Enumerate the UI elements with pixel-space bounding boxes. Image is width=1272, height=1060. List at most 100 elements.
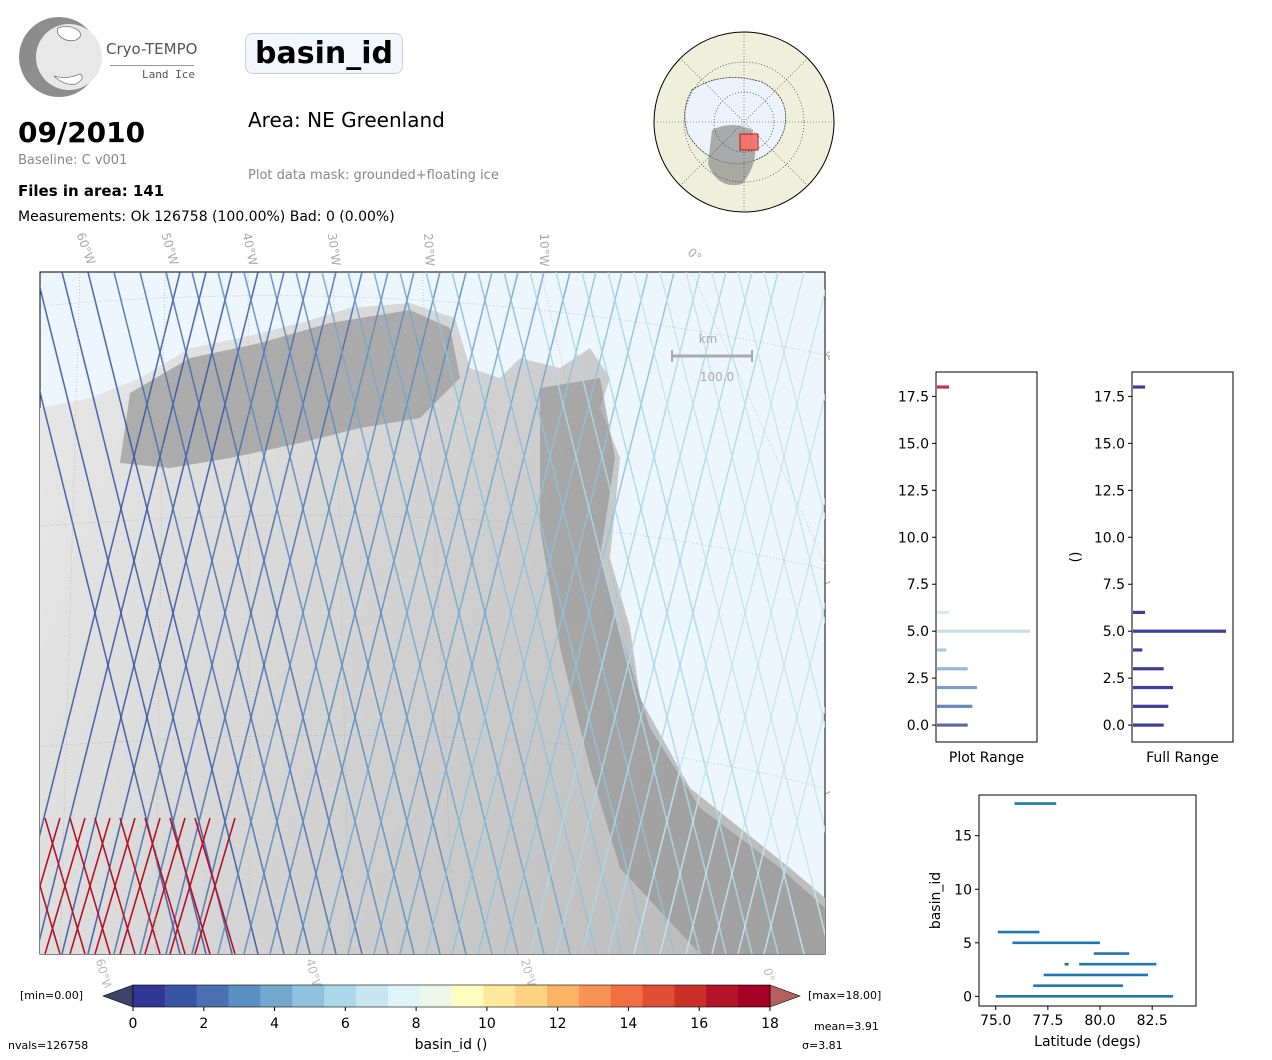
track-line: [555, 272, 727, 954]
y-tick-label: 7.5: [907, 577, 929, 593]
hist-bar: [937, 648, 947, 652]
satellite-tracks: [40, 272, 825, 954]
logo-subtitle: Land Ice: [142, 68, 195, 81]
y-tick-label: 2.5: [907, 671, 929, 687]
colorbar-swatch: [642, 985, 675, 1007]
measurements-label: Measurements: Ok 126758 (100.00%) Bad: 0…: [18, 209, 395, 225]
logo-divider: [110, 65, 194, 66]
y-tick-label: 17.5: [1094, 389, 1125, 405]
hist-bar: [1133, 704, 1169, 708]
hist-bar: [1133, 610, 1146, 615]
track-line: [763, 705, 825, 954]
y-tick-label: 5.0: [1103, 624, 1125, 640]
colorbar-swatch: [196, 985, 230, 1007]
colorbar-swatch: [292, 985, 325, 1007]
hist-bar: [1133, 685, 1173, 690]
colorbar-tick-label: 16: [690, 1016, 708, 1032]
track-line: [40, 272, 207, 942]
track-line: [87, 272, 259, 954]
hist-bar: [1133, 648, 1143, 652]
parallel-line: [40, 295, 825, 356]
colorbar-swatch: [738, 985, 771, 1007]
colorbar-min-label: [min=0.00]: [20, 989, 83, 1002]
area-label: Area: NE Greenland: [248, 108, 445, 132]
lon-label-bottom: 0°: [760, 967, 777, 984]
y-tick-label: 10.0: [898, 530, 929, 546]
axes-frame: [1131, 371, 1234, 743]
track-line: [451, 272, 623, 954]
track-line-red: [94, 817, 136, 954]
meridian-line: [59, 272, 81, 954]
track-line: [633, 272, 805, 954]
lon-label: 20°W: [421, 233, 437, 267]
colorbar-swatch: [260, 985, 293, 1007]
lon-label-bottom: 20°W: [518, 957, 540, 988]
track-line: [399, 272, 571, 954]
mask-label: Plot data mask: grounded+floating ice: [248, 168, 499, 183]
x-tick-label: 82.5: [1137, 1013, 1168, 1029]
track-line-red: [144, 817, 186, 954]
track-line-red: [44, 817, 86, 954]
parallel-line: [40, 514, 825, 570]
colorbar-under-arrow: [102, 984, 134, 1008]
meridian-line: [247, 272, 251, 954]
hist-bar: [937, 704, 973, 708]
colorbar-swatch: [515, 985, 548, 1007]
hist-bar: [937, 667, 968, 671]
lon-label: 50°W: [159, 231, 182, 267]
y-tick-label: 12.5: [898, 483, 929, 499]
colorbar-swatch: [706, 985, 739, 1007]
colorbar-swatch: [133, 985, 166, 1007]
track-line: [529, 272, 701, 954]
scatter-xlabel: Latitude (degs): [1034, 1034, 1141, 1050]
hist-bar: [937, 723, 968, 727]
map-graticule: [40, 272, 825, 954]
scalebar-unit: km: [699, 332, 718, 346]
y-tick-label: 0.0: [907, 718, 929, 734]
track-line-red: [69, 817, 111, 954]
logo-globe-icon: [19, 17, 102, 97]
track-line: [373, 272, 545, 954]
track-line: [165, 272, 337, 954]
scatter-ylabel: basin_id: [928, 872, 944, 929]
mean-label: mean=3.91: [814, 1020, 879, 1033]
track-line: [477, 272, 649, 954]
inset-area-marker: [739, 133, 759, 151]
track-line: [503, 272, 675, 954]
meridian-line: [154, 272, 166, 954]
y-tick-label: 0.0: [1103, 718, 1125, 734]
track-line: [763, 272, 825, 521]
y-tick-label: 15.0: [898, 436, 929, 452]
track-line-red: [119, 817, 161, 954]
track-line: [659, 288, 825, 954]
nvals-label: nvals=126758: [8, 1039, 89, 1052]
colorbar-tick-label: 4: [270, 1016, 279, 1032]
hist-bar: [1133, 667, 1164, 671]
hist-bar: [937, 629, 1030, 633]
colorbar-swatch: [228, 985, 261, 1007]
y-tick-label: 10.0: [1094, 530, 1125, 546]
x-tick-label: 75.0: [980, 1013, 1011, 1029]
y-tick-label: 7.5: [1103, 577, 1125, 593]
colorbar-swatch: [483, 985, 516, 1007]
colorbar-swatch: [578, 985, 612, 1007]
track-line: [685, 393, 825, 954]
files-label: Files in area: 141: [18, 182, 165, 200]
y-tick-label: 17.5: [898, 389, 929, 405]
map-east-rock: [540, 378, 825, 954]
logo: Cryo-TEMPO Land Ice: [18, 16, 208, 100]
track-line: [581, 272, 753, 954]
track-line: [347, 272, 519, 954]
colorbar-tick-label: 6: [341, 1016, 350, 1032]
lon-label-bottom: 60°W: [93, 957, 115, 988]
colorbar-max-label: [max=18.00]: [808, 989, 881, 1002]
track-line: [61, 272, 233, 954]
colorbar-tick-label: 2: [199, 1016, 208, 1032]
lon-label-bottom: 40°W: [303, 957, 325, 988]
meridian-line: [691, 272, 825, 565]
x-tick-label: 77.5: [1032, 1013, 1063, 1029]
colorbar-swatch: [547, 985, 580, 1007]
lat-label: 76°N: [823, 777, 830, 804]
date-label: 09/2010: [18, 116, 146, 149]
x-tick-label: 80.0: [1084, 1013, 1115, 1029]
